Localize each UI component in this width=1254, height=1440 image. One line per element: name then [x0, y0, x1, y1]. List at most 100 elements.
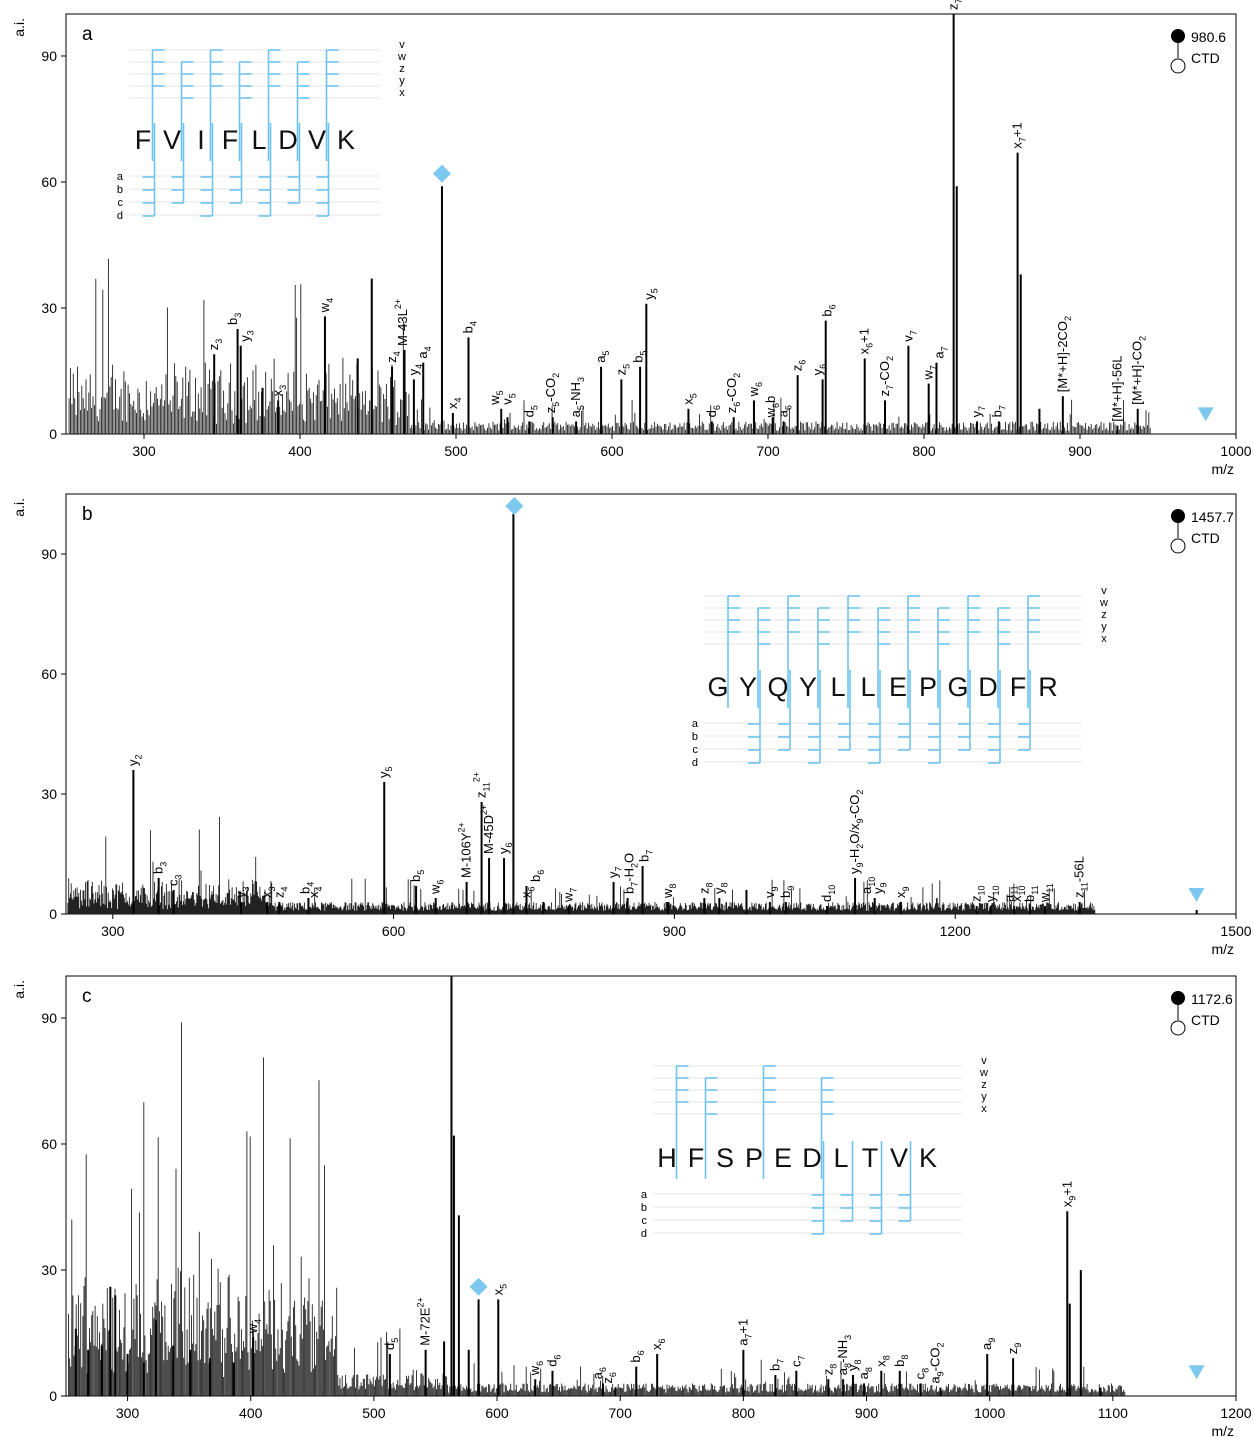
sequence-residue: K [919, 1143, 937, 1173]
peak-label: z3 [206, 339, 224, 351]
x-tick-label: 900 [1068, 443, 1092, 459]
peak-label: z10 [969, 885, 987, 902]
x-tick-label: 800 [732, 1405, 756, 1421]
peak-label: z6 [790, 360, 808, 372]
peak-label: w6 [746, 382, 764, 397]
ion-type-label: y [1101, 621, 1107, 633]
y-axis-label: a.i. [11, 980, 27, 999]
peak-label: v9 [762, 886, 780, 898]
x-axis-label: m/z [1211, 1423, 1234, 1439]
peak-label: y10 [983, 885, 1001, 902]
ion-type-label: w [1099, 597, 1108, 609]
sequence-residue: R [1038, 672, 1058, 702]
ion-type-label: d [117, 210, 123, 222]
x-tick-label: 300 [101, 923, 125, 939]
ion-type-label: a [692, 718, 699, 730]
ion-type-label: a [117, 171, 124, 183]
y-tick-label: 0 [49, 906, 57, 922]
sequence-residue: D [802, 1143, 822, 1173]
peak-label: z6-CO2 [724, 373, 742, 413]
peak-label: x6 [649, 1338, 667, 1350]
x-tick-label: 1000 [974, 1405, 1005, 1421]
sequence-residue: D [978, 672, 998, 702]
panel-label: a [82, 24, 93, 45]
baseline-noise [68, 1022, 1126, 1396]
peak-label: b11 [1022, 885, 1040, 902]
x-tick-label: 500 [362, 1405, 386, 1421]
peak-label: x10 [1009, 885, 1027, 902]
ion-type-label: z [399, 63, 405, 75]
ion-type-label: y [981, 1091, 987, 1103]
baseline-noise [68, 258, 1151, 434]
sequence-residue: V [163, 125, 181, 155]
peak-label: b4 [298, 882, 316, 894]
x-tick-label: 1500 [1220, 923, 1251, 939]
ion-type-label: b [641, 1202, 647, 1214]
peak-label: [M*+H]-CO2 [1130, 336, 1148, 405]
precursor-filled-circle [1171, 29, 1185, 43]
ion-type-label: w [979, 1067, 988, 1079]
peak-label: b3 [151, 862, 169, 874]
peak-label: a4 [415, 346, 433, 358]
ion-type-label: z [981, 1079, 987, 1091]
plot-frame [65, 975, 1237, 1397]
product-open-circle [1170, 58, 1186, 74]
peak-label: b7 [989, 405, 1007, 417]
spectrum-panel-a: a a.i. m/z 300 400 500 600 700 800 900 1000 0 30 60 90… [11, 0, 1252, 477]
sequence-residue: F [135, 125, 152, 155]
y-axis-label: a.i. [11, 498, 27, 517]
y-tick-label: 30 [41, 786, 57, 802]
product-open-circle [1170, 538, 1186, 554]
peak-label: b6 [819, 304, 837, 316]
peak-label: z5-CO2 [543, 373, 561, 413]
peak-label: w7 [921, 365, 939, 380]
peak-label: y9 [870, 882, 888, 894]
peak-label: b4 [460, 321, 478, 333]
x-axis-label: m/z [1211, 941, 1234, 957]
x-tick-label: 400 [239, 1405, 263, 1421]
panel-label: b [82, 504, 93, 525]
peak-label: d6 [544, 1355, 562, 1367]
sequence-residue: L [833, 1143, 848, 1173]
peak-label: b7 [767, 1359, 785, 1371]
x-tick-label: 600 [485, 1405, 509, 1421]
ion-type-label: a [641, 1189, 648, 1201]
peak-label: y8 [845, 1359, 863, 1371]
ion-type-label: x [1101, 633, 1107, 645]
peak-label: w4 [245, 1319, 263, 1334]
peak-label: a9 [979, 1338, 997, 1350]
sequence-residue: E [889, 672, 907, 702]
ion-type-label: b [692, 731, 698, 743]
ion-type-label: y [399, 75, 405, 87]
x-tick-label: 300 [116, 1405, 140, 1421]
peak-label: y6 [496, 842, 514, 854]
peak-label: z8 [696, 882, 714, 894]
sequence-residue: T [862, 1143, 879, 1173]
peak-label: a8 [856, 1367, 874, 1379]
peak-label: b8 [892, 1355, 910, 1367]
spectrum-panel-b: b a.i. m/z 300 600 900 1200 1500 0 30 60 90 1457.7 CT… [11, 493, 1252, 957]
peak-label: b5 [631, 351, 649, 363]
peak-label: x8 [873, 1355, 891, 1367]
precursor-triangle-marker [1188, 888, 1205, 902]
sequence-residue: K [337, 125, 355, 155]
peak-label: x5 [680, 393, 698, 405]
precursor-mz: 980.6 [1191, 29, 1226, 45]
y-tick-label: 90 [41, 1010, 57, 1026]
x-tick-label: 700 [756, 443, 780, 459]
x-tick-label: 300 [132, 443, 156, 459]
y-axis-label: a.i. [11, 18, 27, 37]
peak-label: a5-NH3 [568, 377, 586, 417]
peak-label: z4 [384, 351, 402, 363]
peak-label: c7 [788, 1355, 806, 1367]
peak-label: x9 [893, 886, 911, 898]
peak-label: w11 [1037, 883, 1055, 903]
peak-label: z9 [1005, 1343, 1023, 1355]
peak-label: z7-CO2 [877, 356, 895, 396]
peak-label: y4 [406, 364, 424, 376]
ion-type-label: v [1101, 585, 1107, 597]
peak-label: v7 [900, 330, 918, 342]
peak-label: x5 [490, 1284, 508, 1296]
